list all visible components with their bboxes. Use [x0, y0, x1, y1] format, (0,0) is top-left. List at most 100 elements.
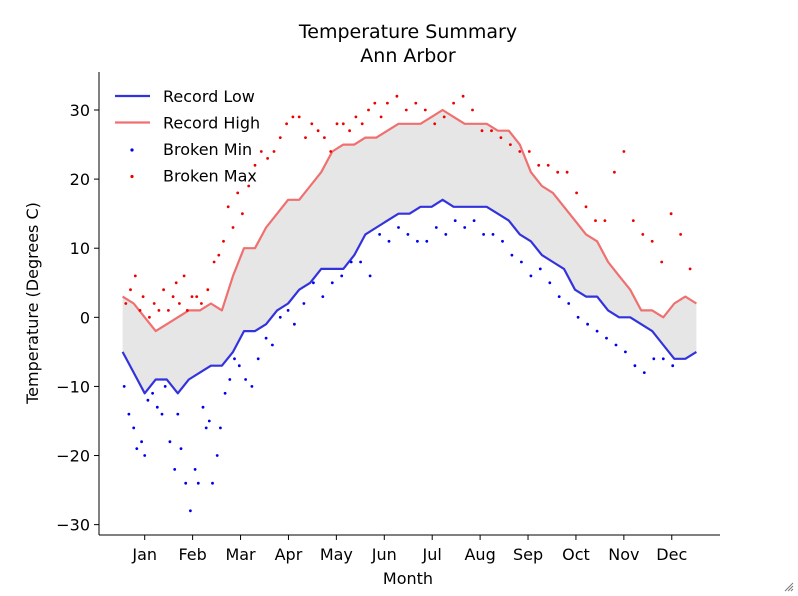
broken-min-point — [244, 378, 248, 381]
broken-min-point — [140, 440, 144, 444]
broken-min-point — [453, 219, 457, 223]
broken-max-point — [613, 170, 616, 174]
broken-max-point — [379, 115, 383, 119]
broken-max-point — [575, 191, 578, 195]
broken-min-point — [168, 440, 172, 444]
broken-max-point — [546, 163, 550, 167]
broken-min-point — [173, 468, 177, 471]
legend-record-high-label: Record High — [163, 114, 260, 133]
broken-min-point — [557, 295, 561, 298]
broken-min-point — [127, 412, 131, 416]
broken-max-point — [471, 108, 474, 112]
broken-min-point — [349, 260, 353, 264]
broken-min-point — [321, 295, 325, 298]
y-ticks: −30 −20 −10 0 10 20 30 — [56, 101, 99, 535]
x-tick-label: Nov — [608, 545, 639, 564]
broken-min-point — [293, 322, 296, 326]
y-tick-label: −10 — [56, 377, 90, 396]
legend-broken-min-swatch — [130, 148, 134, 152]
broken-min-point — [642, 371, 646, 374]
broken-max-point — [603, 219, 607, 223]
broken-min-point — [233, 357, 236, 361]
legend-broken-min-label: Broken Min — [163, 140, 252, 159]
broken-max-point — [124, 302, 128, 305]
broken-max-point — [171, 295, 175, 298]
broken-min-point — [215, 454, 219, 457]
broken-min-point — [567, 302, 571, 305]
x-tick-label: Feb — [178, 545, 206, 564]
broken-min-point — [189, 509, 192, 513]
broken-max-point — [182, 274, 186, 278]
broken-max-point — [490, 129, 493, 133]
broken-min-point — [211, 481, 214, 485]
broken-min-point — [463, 226, 467, 229]
broken-max-point — [247, 184, 251, 188]
broken-max-point — [222, 239, 225, 243]
broken-min-point — [671, 364, 675, 368]
legend-broken-max-label: Broken Max — [163, 167, 257, 186]
broken-min-point — [219, 426, 222, 430]
broken-min-point — [548, 281, 552, 285]
broken-min-point — [444, 233, 448, 236]
broken-min-point — [179, 447, 183, 450]
broken-max-point — [404, 108, 408, 112]
broken-max-point — [622, 150, 626, 153]
broken-min-point — [406, 233, 410, 236]
broken-min-point — [605, 336, 608, 340]
broken-min-point — [387, 239, 391, 243]
x-tick-label: Dec — [656, 545, 687, 564]
broken-max-point — [565, 170, 569, 174]
broken-max-point — [414, 101, 418, 105]
x-tick-label: Oct — [562, 545, 590, 564]
broken-max-point — [679, 233, 682, 236]
broken-max-point — [641, 233, 645, 236]
broken-min-point — [595, 329, 599, 333]
broken-min-point — [425, 239, 429, 243]
broken-min-point — [586, 322, 589, 326]
broken-max-point — [226, 205, 230, 209]
broken-max-point — [148, 315, 151, 319]
broken-max-point — [236, 191, 240, 195]
broken-min-point — [576, 315, 580, 319]
broken-min-point — [223, 391, 227, 395]
broken-max-point — [329, 150, 333, 153]
broken-max-point — [386, 101, 389, 105]
broken-max-point — [138, 309, 142, 312]
broken-max-point — [556, 170, 560, 174]
legend-broken-max-swatch — [130, 174, 134, 179]
record-band — [122, 110, 697, 394]
broken-max-point — [167, 309, 170, 312]
record-low-line — [121, 198, 697, 395]
y-tick-label: 10 — [70, 239, 90, 258]
x-tick-label: Jan — [131, 545, 157, 564]
broken-min-point — [434, 226, 438, 229]
broken-min-point — [155, 405, 159, 409]
broken-max-point — [129, 288, 132, 292]
broken-min-point — [250, 385, 254, 388]
broken-max-point — [537, 163, 541, 167]
broken-max-point — [509, 143, 512, 147]
y-tick-label: 20 — [70, 170, 90, 189]
chart-subtitle: Ann Arbor — [360, 45, 456, 67]
broken-min-point — [204, 426, 208, 430]
broken-min-point — [278, 315, 282, 319]
broken-max-point — [272, 150, 276, 153]
broken-min-point — [661, 357, 665, 361]
resize-grip-icon[interactable] — [784, 582, 794, 592]
broken-max-point — [499, 136, 503, 140]
broken-max-point — [157, 309, 161, 312]
broken-max-point — [253, 163, 257, 167]
x-tick-label: Apr — [275, 545, 303, 564]
broken-max-point — [395, 94, 399, 98]
broken-max-point — [178, 302, 181, 305]
broken-min-point — [302, 302, 306, 305]
broken-max-point — [373, 101, 377, 105]
x-axis-label: Month — [383, 569, 433, 588]
broken-min-point — [501, 239, 504, 243]
broken-max-point — [190, 295, 194, 298]
broken-max-point — [259, 150, 263, 153]
broken-max-point — [442, 115, 446, 119]
broken-max-point — [206, 288, 210, 292]
broken-min-point — [286, 309, 290, 312]
